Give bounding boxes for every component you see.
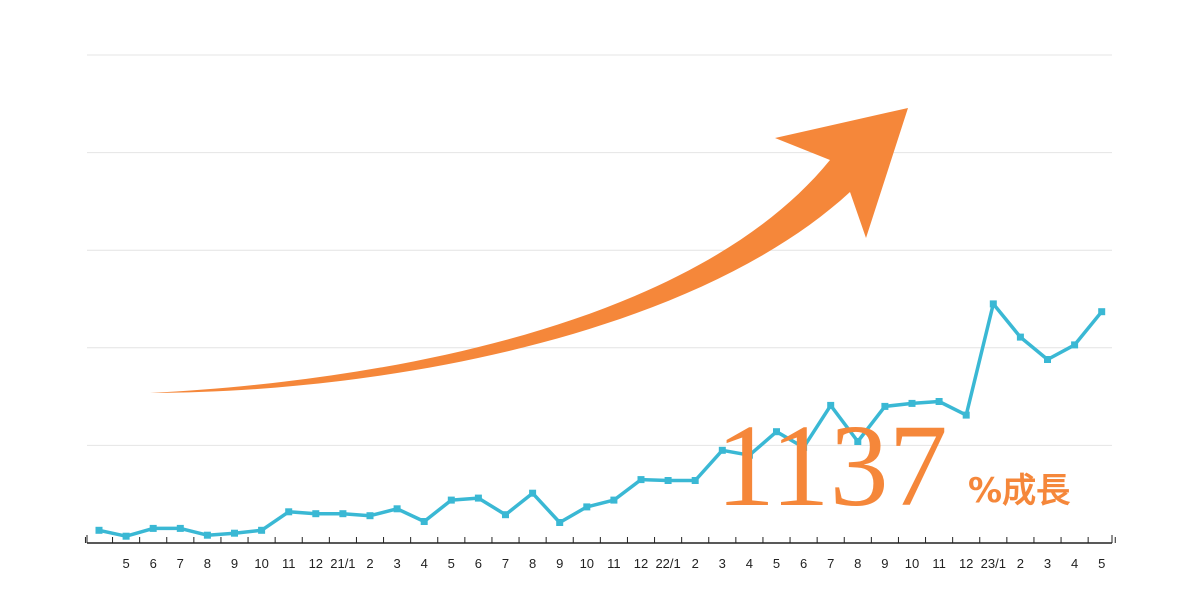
x-tick-label: 8 <box>204 556 211 571</box>
data-point <box>285 508 293 516</box>
x-tick-label: 12 <box>959 556 973 571</box>
x-tick-label: 7 <box>827 556 834 571</box>
growth-suffix: %成長 <box>968 471 1071 511</box>
data-point <box>664 477 672 484</box>
x-tick-label: 12 <box>634 556 648 571</box>
x-tick-label: 2 <box>1017 556 1024 571</box>
x-tick-label: 9 <box>231 556 238 571</box>
x-tick-label: 6 <box>800 556 807 571</box>
data-point <box>908 399 916 407</box>
data-point <box>691 477 699 484</box>
data-point <box>95 526 103 534</box>
x-tick-label: 11 <box>282 556 296 571</box>
data-point <box>800 443 808 451</box>
data-point <box>610 496 618 504</box>
data-point <box>637 476 645 484</box>
data-point <box>529 489 537 497</box>
data-point <box>881 402 889 410</box>
x-tick-label: 3 <box>719 556 726 571</box>
x-tick-label: 11 <box>607 556 621 571</box>
x-tick-label: 4 <box>1071 556 1078 571</box>
x-tick-label: 21/1 <box>330 556 355 571</box>
data-point <box>773 428 780 436</box>
x-tick-label: 7 <box>502 556 509 571</box>
data-point <box>745 451 753 459</box>
x-tick-label: 7 <box>177 556 184 571</box>
x-tick-label: 22/1 <box>655 556 680 571</box>
x-tick-label: 4 <box>746 556 753 571</box>
x-tick-label: 2 <box>692 556 699 571</box>
data-point <box>231 529 238 537</box>
data-point <box>366 512 374 520</box>
data-point <box>312 510 320 518</box>
data-point <box>420 518 428 525</box>
data-point <box>1044 356 1051 363</box>
x-tick-label: 3 <box>1044 556 1051 571</box>
x-tick-label: 10 <box>580 556 594 571</box>
x-tick-label: 6 <box>475 556 482 571</box>
data-point <box>935 398 943 405</box>
trend-arrow-layer <box>150 108 908 393</box>
x-tick-label: 9 <box>556 556 563 571</box>
data-point <box>474 494 482 502</box>
data-point <box>122 532 130 540</box>
data-point <box>149 524 157 532</box>
data-point <box>393 505 401 513</box>
data-point <box>583 503 591 511</box>
data-point <box>203 531 211 539</box>
x-tick-label: 9 <box>881 556 888 571</box>
gridlines <box>87 54 1112 446</box>
x-tick-label: 10 <box>254 556 268 571</box>
x-tick-label: 10 <box>905 556 919 571</box>
growth-annotation: 1137 %成長 <box>716 400 1071 531</box>
series-line <box>98 302 1104 538</box>
data-point <box>989 300 997 308</box>
x-tick-label: 5 <box>122 556 129 571</box>
x-tick-label: 12 <box>309 556 323 571</box>
data-point <box>556 519 564 526</box>
data-point <box>447 496 455 504</box>
x-tick-label: 3 <box>393 556 400 571</box>
series-line-layer <box>95 300 1106 540</box>
x-axis: 5 6 7 8 9 10 11 12 21/1 2 3 4 5 6 7 8 9 10 11 12 22/1 2 3 4 5 6 7 8… <box>84 535 1116 571</box>
data-point <box>1071 341 1079 349</box>
x-tick-label: 8 <box>529 556 536 571</box>
data-point <box>339 510 347 518</box>
x-tick-label: 23/1 <box>981 556 1006 571</box>
x-tick-label: 4 <box>421 556 428 571</box>
data-point <box>1016 333 1024 341</box>
x-tick-label: 5 <box>773 556 780 571</box>
x-tick-label: 6 <box>150 556 157 571</box>
data-point <box>258 526 266 534</box>
data-point <box>718 446 726 454</box>
data-point <box>854 438 862 445</box>
x-tick-label: 5 <box>448 556 455 571</box>
x-tick-label: 8 <box>854 556 861 571</box>
x-tick-label: 2 <box>366 556 373 571</box>
data-point <box>502 511 509 519</box>
data-point <box>1098 308 1106 316</box>
data-point <box>962 411 970 419</box>
data-point <box>827 401 835 409</box>
data-point <box>176 524 184 532</box>
x-tick-label: 11 <box>932 556 946 571</box>
growth-number: 1137 <box>716 400 948 531</box>
x-tick-label: 5 <box>1098 556 1105 571</box>
trend-arrow-icon <box>150 108 908 393</box>
